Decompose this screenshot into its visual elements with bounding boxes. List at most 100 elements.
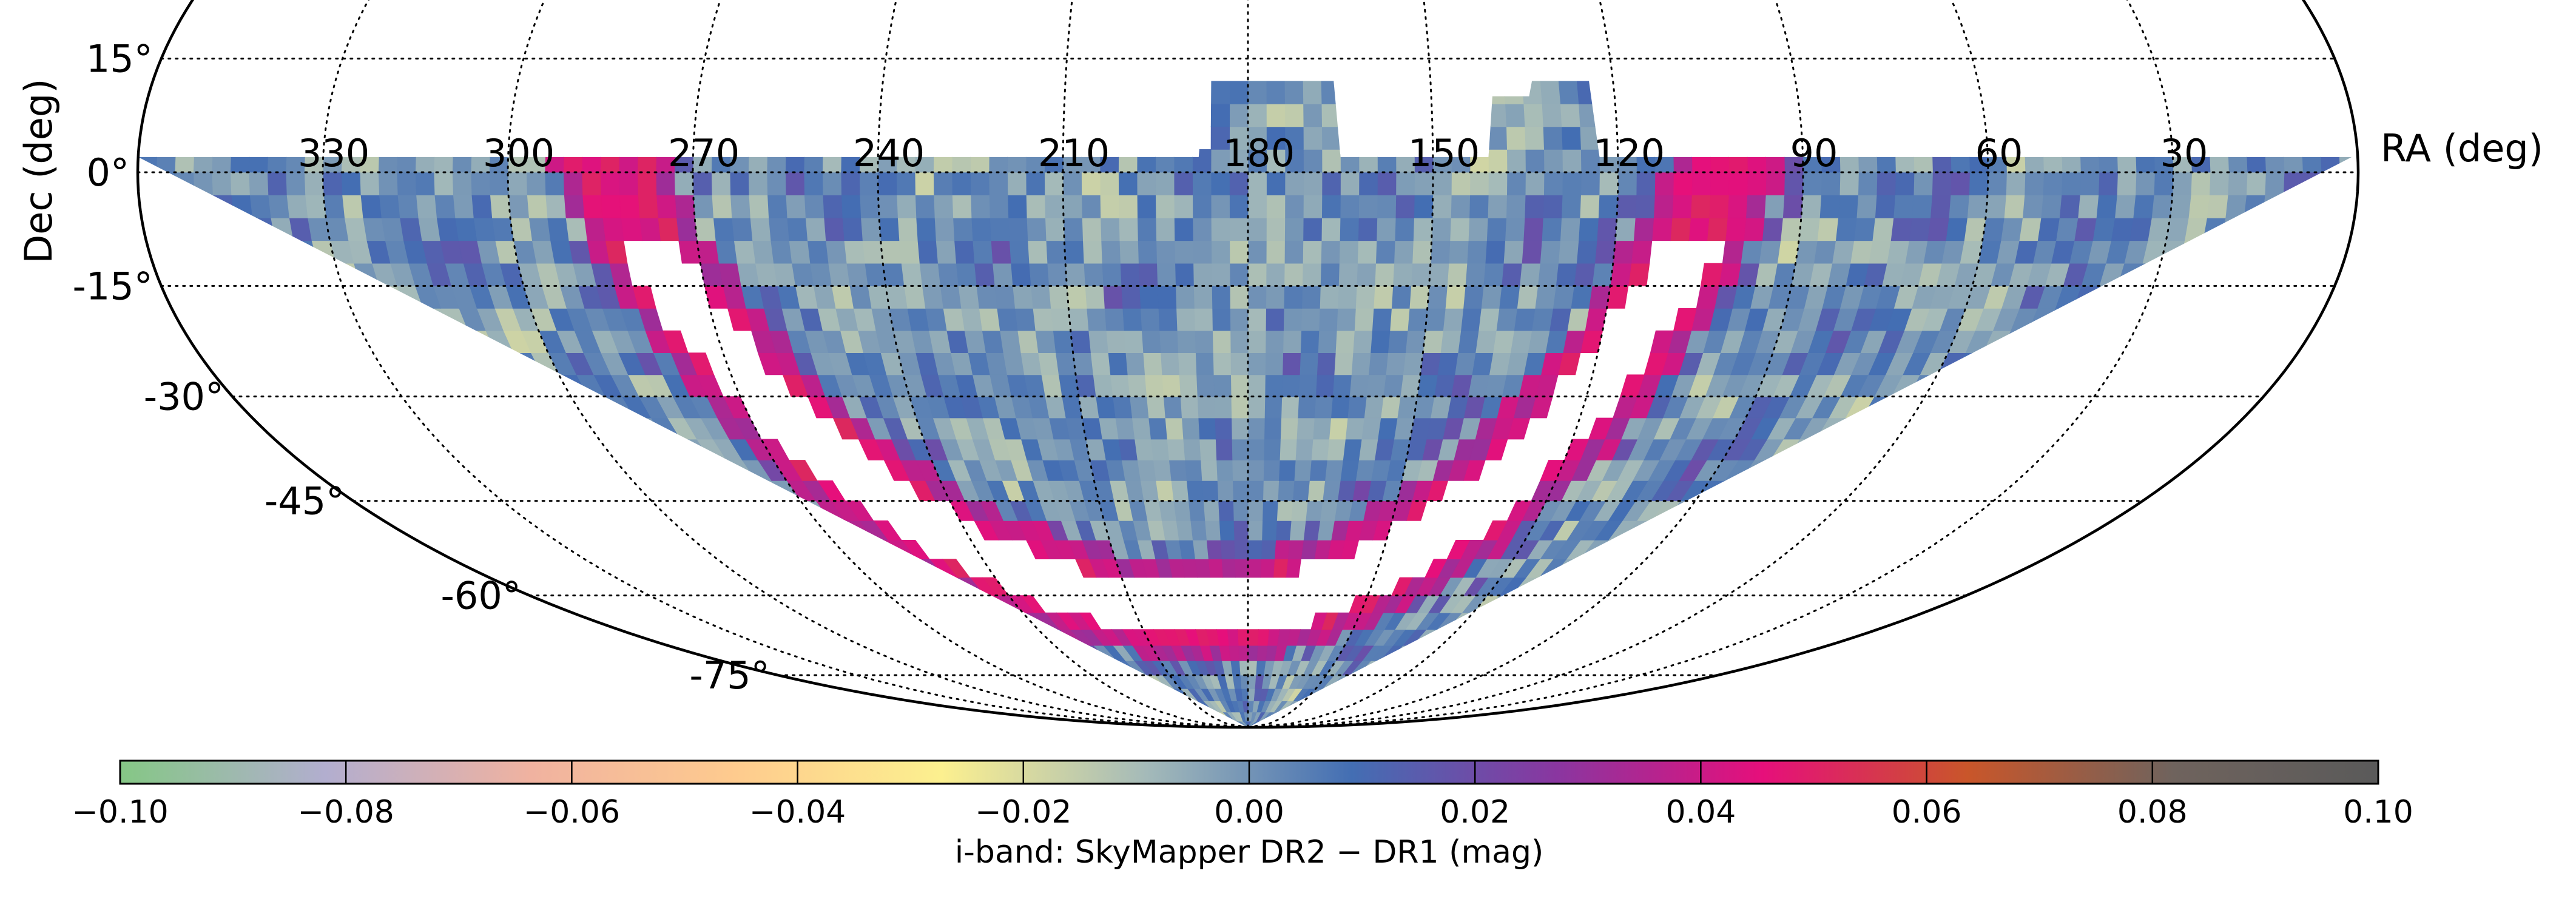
residual-cell: [1738, 540, 1775, 559]
residual-cell: [731, 217, 753, 241]
residual-cell: [1777, 240, 1799, 264]
residual-cell: [2037, 217, 2060, 241]
residual-cell: [957, 660, 998, 676]
residual-cell: [1514, 660, 1556, 676]
residual-cell: [776, 540, 811, 559]
residual-cell: [1383, 688, 1418, 701]
residual-cell: [1457, 330, 1479, 353]
residual-cell: [215, 285, 244, 309]
residual-cell: [1649, 520, 1681, 540]
residual-cell: [527, 520, 570, 540]
residual-cell: [1596, 217, 1617, 241]
residual-cell: [1483, 520, 1508, 540]
residual-cell: [1895, 149, 1915, 173]
residual-cell: [1005, 645, 1038, 661]
residual-cell: [415, 149, 435, 173]
residual-cell: [2258, 308, 2289, 331]
residual-cell: [182, 240, 208, 264]
residual-cell: [1553, 285, 1574, 309]
residual-cell: [2187, 308, 2217, 331]
residual-cell: [1562, 595, 1596, 613]
residual-cell: [674, 172, 694, 196]
residual-cell: [1037, 688, 1079, 701]
residual-cell: [473, 217, 496, 241]
residual-cell: [1342, 675, 1366, 689]
residual-cell: [1194, 330, 1213, 353]
residual-cell: [1247, 439, 1265, 460]
residual-cell: [729, 520, 764, 540]
residual-cell: [963, 688, 1017, 701]
residual-cell: [2094, 374, 2128, 397]
residual-cell: [1334, 701, 1367, 713]
residual-cell: [1801, 439, 1833, 460]
residual-cell: [201, 330, 234, 353]
residual-cell: [1841, 559, 1886, 578]
residual-cell: [1134, 439, 1153, 460]
residual-cell: [935, 240, 957, 264]
residual-cell: [2143, 352, 2176, 375]
residual-cell: [1819, 195, 1840, 218]
residual-cell: [1673, 308, 1697, 331]
residual-cell: [966, 660, 1006, 676]
residual-cell: [642, 520, 681, 540]
residual-cell: [512, 520, 556, 540]
residual-cell: [974, 675, 1017, 689]
residual-cell: [1990, 540, 2039, 559]
residual-cell: [2246, 374, 2282, 397]
residual-cell: [1673, 149, 1693, 173]
residual-cell: [332, 308, 362, 331]
residual-cell: [1765, 595, 1811, 613]
residual-cell: [1911, 396, 1943, 419]
residual-cell: [1618, 577, 1653, 596]
residual-cell: [1932, 172, 1952, 196]
residual-cell: [1892, 559, 1940, 578]
residual-cell: [2009, 374, 2042, 397]
residual-cell: [1691, 149, 1711, 173]
residual-cell: [1440, 330, 1462, 353]
residual-cell: [1903, 480, 1941, 502]
residual-cell: [174, 172, 195, 196]
residual-cell: [775, 629, 823, 646]
residual-cell: [2276, 308, 2307, 331]
residual-cell: [1616, 195, 1637, 218]
residual-cell: [1690, 577, 1730, 596]
residual-cell: [1395, 195, 1415, 218]
residual-cell: [323, 195, 345, 218]
residual-cell: [2178, 374, 2214, 397]
residual-cell: [1081, 217, 1102, 241]
residual-cell: [1813, 240, 1836, 264]
residual-cell: [1541, 103, 1562, 127]
residual-cell: [318, 417, 357, 440]
residual-cell: [1431, 675, 1468, 689]
residual-cell: [1187, 712, 1213, 722]
residual-cell: [501, 500, 543, 521]
residual-cell: [1603, 612, 1643, 630]
residual-cell: [1284, 240, 1304, 264]
residual-cell: [1645, 612, 1688, 630]
residual-cell: [670, 629, 726, 646]
residual-cell: [1782, 195, 1803, 218]
residual-cell: [853, 612, 892, 630]
residual-cell: [1674, 595, 1716, 613]
residual-cell: [1469, 172, 1489, 196]
residual-cell: [1795, 500, 1830, 521]
residual-cell: [1334, 352, 1354, 375]
residual-cell: [544, 559, 592, 578]
residual-cell: [1975, 439, 2011, 460]
residual-cell: [1376, 217, 1396, 241]
residual-cell: [1317, 701, 1344, 713]
residual-cell: [1585, 595, 1620, 613]
residual-cell: [835, 559, 869, 578]
residual-cell: [584, 417, 616, 440]
residual-cell: [1635, 612, 1677, 630]
residual-cell: [600, 172, 620, 196]
residual-cell: [467, 417, 502, 440]
residual-cell: [1478, 612, 1508, 630]
residual-cell: [546, 500, 586, 521]
residual-cell: [1088, 712, 1150, 722]
residual-cell: [484, 417, 519, 440]
residual-cell: [1008, 217, 1028, 241]
residual-cell: [878, 195, 898, 218]
residual-cell: [1704, 645, 1761, 661]
